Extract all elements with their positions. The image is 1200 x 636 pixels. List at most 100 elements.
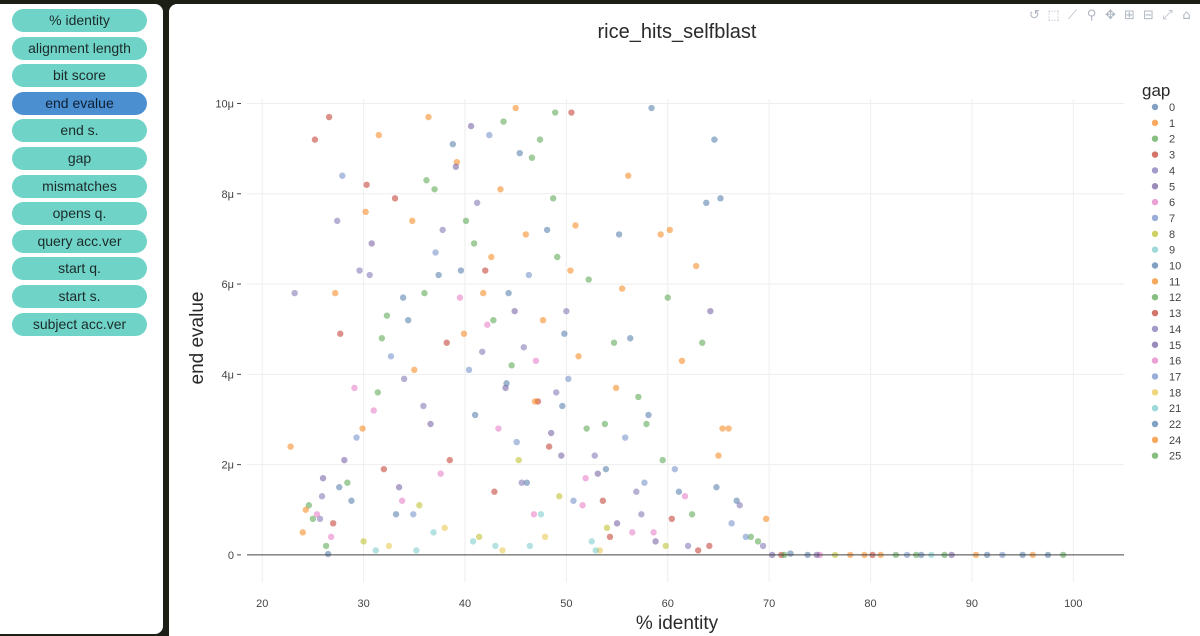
data-point-gap-24[interactable] xyxy=(480,289,487,297)
legend-item-0[interactable]: 0 xyxy=(1169,102,1175,114)
data-point-gap-7[interactable] xyxy=(565,375,572,383)
data-point-gap-25[interactable] xyxy=(601,420,609,428)
data-point-gap-21[interactable] xyxy=(469,538,477,545)
data-point-gap-4[interactable] xyxy=(736,502,743,509)
data-point-gap-5[interactable] xyxy=(547,429,555,437)
data-point-gap-12[interactable] xyxy=(322,542,330,550)
data-point-gap-0[interactable] xyxy=(561,330,568,337)
data-point-gap-14[interactable] xyxy=(759,542,767,550)
legend-marker[interactable] xyxy=(1151,309,1159,317)
data-point-gap-13[interactable] xyxy=(329,520,337,527)
legend-item-22[interactable]: 22 xyxy=(1169,419,1181,431)
data-point-gap-14[interactable] xyxy=(520,344,527,351)
data-point-gap-24[interactable] xyxy=(725,425,732,432)
data-point-gap-17[interactable] xyxy=(465,366,473,374)
data-point-gap-14[interactable] xyxy=(633,488,640,495)
data-point-gap-7[interactable] xyxy=(387,353,395,360)
autoscale-icon[interactable]: ⤢ xyxy=(1162,8,1173,23)
data-point-gap-4[interactable] xyxy=(553,389,560,396)
data-point-gap-21[interactable] xyxy=(592,547,599,554)
data-point-gap-24[interactable] xyxy=(522,231,530,238)
data-point-gap-4[interactable] xyxy=(356,267,363,274)
legend-marker[interactable] xyxy=(1151,214,1159,222)
legend-item-7[interactable]: 7 xyxy=(1169,213,1175,225)
legend-item-12[interactable]: 12 xyxy=(1169,292,1181,304)
data-point-gap-22[interactable] xyxy=(559,402,566,410)
data-point-gap-1[interactable] xyxy=(411,366,418,374)
legend-item-10[interactable]: 10 xyxy=(1169,261,1181,273)
data-point-gap-0[interactable] xyxy=(733,497,740,504)
legend-item-3[interactable]: 3 xyxy=(1169,150,1175,162)
data-point-gap-6[interactable] xyxy=(681,493,689,500)
data-point-gap-2[interactable] xyxy=(747,533,755,541)
data-point-gap-25[interactable] xyxy=(659,456,666,464)
data-point-gap-2[interactable] xyxy=(305,502,313,509)
field-button-gap[interactable]: gap xyxy=(12,147,147,170)
legend-marker[interactable] xyxy=(1151,103,1159,111)
data-point-gap-0[interactable] xyxy=(435,271,442,279)
data-point-gap-12[interactable] xyxy=(635,393,642,401)
data-point-gap-8[interactable] xyxy=(515,456,522,464)
data-point-gap-16[interactable] xyxy=(582,474,589,482)
legend-marker[interactable] xyxy=(1151,278,1159,285)
data-point-gap-12[interactable] xyxy=(549,195,557,202)
data-point-gap-5[interactable] xyxy=(652,538,659,545)
data-point-gap-12[interactable] xyxy=(421,289,428,297)
data-point-gap-3[interactable] xyxy=(363,181,370,188)
legend-item-1[interactable]: 1 xyxy=(1169,118,1175,130)
data-point-gap-13[interactable] xyxy=(380,465,388,473)
data-point-gap-17[interactable] xyxy=(410,511,417,518)
data-point-gap-18[interactable] xyxy=(441,524,448,532)
data-point-gap-3[interactable] xyxy=(311,136,319,143)
legend-item-24[interactable]: 24 xyxy=(1169,435,1181,447)
data-point-gap-13[interactable] xyxy=(443,339,450,346)
data-point-gap-11[interactable] xyxy=(497,186,504,193)
data-point-gap-4[interactable] xyxy=(400,375,408,383)
data-point-gap-0[interactable] xyxy=(392,511,400,518)
legend-marker[interactable] xyxy=(1151,246,1159,253)
data-point-gap-4[interactable] xyxy=(638,511,645,518)
data-point-gap-24[interactable] xyxy=(302,506,310,513)
data-point-gap-25[interactable] xyxy=(490,316,497,324)
data-point-gap-4[interactable] xyxy=(684,542,692,550)
field-button-identity[interactable]: % identity xyxy=(12,9,147,32)
legend-marker[interactable] xyxy=(1151,167,1159,174)
data-point-gap-17[interactable] xyxy=(570,497,577,504)
legend-item-17[interactable]: 17 xyxy=(1169,371,1181,383)
data-point-gap-16[interactable] xyxy=(327,533,335,541)
data-point-gap-24[interactable] xyxy=(425,113,432,121)
field-button-end-evalue[interactable]: end evalue xyxy=(12,91,147,115)
data-point-gap-24[interactable] xyxy=(612,384,620,392)
data-point-gap-7[interactable] xyxy=(525,271,533,279)
legend-marker[interactable] xyxy=(1151,357,1159,364)
data-point-gap-3[interactable] xyxy=(391,195,399,202)
data-point-gap-6[interactable] xyxy=(579,502,586,509)
data-point-gap-10[interactable] xyxy=(348,497,355,504)
data-point-gap-0[interactable] xyxy=(324,550,332,558)
data-point-gap-5[interactable] xyxy=(319,474,327,482)
data-point-gap-1[interactable] xyxy=(488,253,495,261)
field-button-mismatches[interactable]: mismatches xyxy=(12,174,147,198)
data-point-gap-4[interactable] xyxy=(518,479,525,486)
data-point-gap-3[interactable] xyxy=(668,515,676,523)
data-point-gap-3[interactable] xyxy=(706,542,713,550)
data-point-gap-3[interactable] xyxy=(337,330,344,337)
data-point-gap-3[interactable] xyxy=(568,109,575,116)
data-point-gap-16[interactable] xyxy=(437,470,444,477)
legend-marker[interactable] xyxy=(1151,230,1159,237)
data-point-gap-3[interactable] xyxy=(482,267,489,274)
data-point-gap-1[interactable] xyxy=(539,316,547,324)
legend-marker[interactable] xyxy=(1151,135,1159,142)
data-point-gap-6[interactable] xyxy=(351,384,358,392)
legend-item-2[interactable]: 2 xyxy=(1169,134,1175,146)
data-point-gap-1[interactable] xyxy=(625,172,632,179)
data-point-gap-7[interactable] xyxy=(339,172,346,179)
data-point-gap-14[interactable] xyxy=(366,271,373,279)
data-point-gap-17[interactable] xyxy=(513,438,520,446)
data-point-gap-16[interactable] xyxy=(530,511,538,518)
data-point-gap-8[interactable] xyxy=(662,542,669,550)
data-point-gap-0[interactable] xyxy=(505,289,512,297)
data-point-gap-0[interactable] xyxy=(615,231,623,238)
home-icon[interactable]: ⌂ xyxy=(1182,8,1191,23)
data-point-gap-2[interactable] xyxy=(462,217,470,225)
